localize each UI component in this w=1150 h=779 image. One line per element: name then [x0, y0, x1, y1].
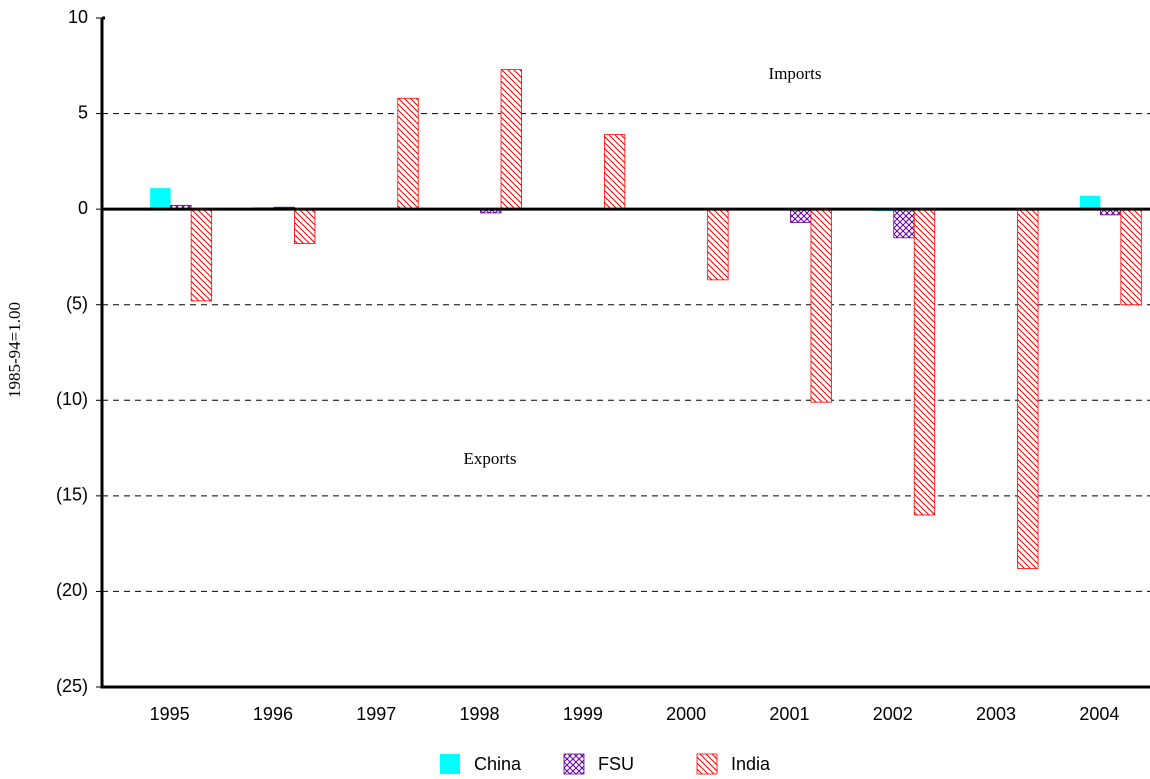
x-tick-label: 2001	[769, 704, 809, 724]
y-tick-label: 10	[68, 7, 88, 27]
x-tick-label: 1998	[460, 704, 500, 724]
annotation: Imports	[769, 64, 822, 83]
bar	[1079, 195, 1101, 210]
y-tick-label: 5	[78, 102, 88, 122]
bar	[1017, 208, 1039, 569]
x-tick-label: 1996	[253, 704, 293, 724]
y-tick-label: (20)	[56, 580, 88, 600]
y-tick-label: (10)	[56, 389, 88, 409]
y-tick-label: (5)	[66, 293, 88, 313]
x-tick-label: 1997	[356, 704, 396, 724]
legend-label: India	[731, 754, 771, 774]
y-tick-label: (15)	[56, 485, 88, 505]
legend-label: China	[474, 754, 522, 774]
x-tick-label: 2004	[1079, 704, 1119, 724]
bar	[790, 208, 812, 223]
x-tick-label: 2000	[666, 704, 706, 724]
bar	[150, 188, 171, 210]
bar	[707, 208, 729, 281]
bar	[190, 208, 213, 302]
bar	[294, 208, 316, 244]
annotation: Exports	[464, 449, 517, 468]
x-tick-label: 2002	[873, 704, 913, 724]
y-axis-label: 1985-94=1.00	[5, 302, 24, 398]
x-tick-label: 2003	[976, 704, 1016, 724]
bar	[810, 208, 832, 403]
y-tick-label: (25)	[56, 676, 88, 696]
y-tick-label: 0	[78, 198, 88, 218]
legend-swatch	[563, 753, 585, 775]
legend-label: FSU	[598, 754, 634, 774]
bar	[1120, 208, 1142, 306]
legend-swatch	[440, 754, 460, 774]
bar	[500, 69, 522, 210]
legend-swatch	[696, 753, 718, 775]
bar	[893, 208, 915, 239]
x-tick-label: 1995	[150, 704, 190, 724]
x-tick-label: 1999	[563, 704, 603, 724]
bar	[603, 134, 626, 210]
bar	[913, 208, 936, 516]
bar	[397, 97, 419, 210]
